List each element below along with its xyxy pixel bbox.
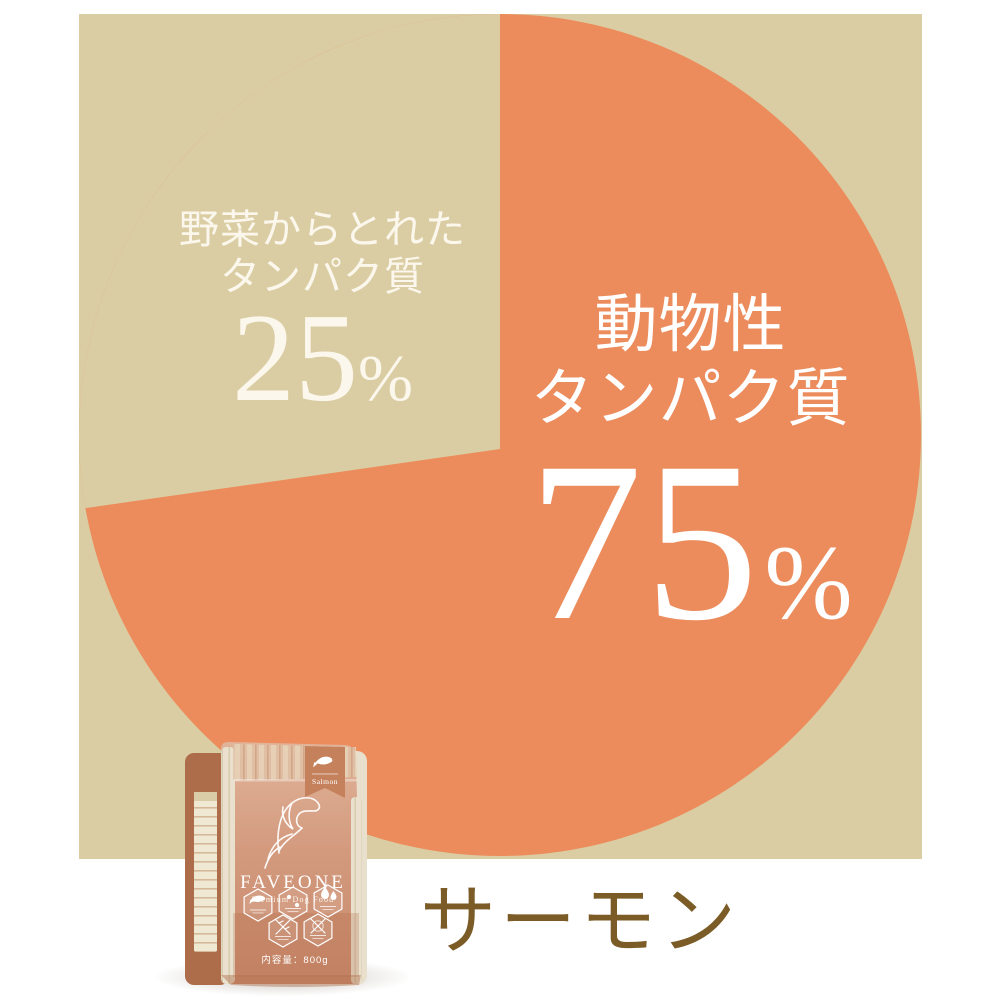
fish-badge-icon [249, 895, 266, 904]
vegetable-percent-value: 25 [232, 289, 358, 429]
animal-label-line1: 動物性 [594, 290, 787, 360]
vegetable-label-line1: 野菜からとれた [179, 208, 466, 252]
net-weight-label: 内容量：800g [261, 954, 328, 966]
vegetable-protein-label: 野菜からとれた タンパク質 25 % [150, 207, 495, 429]
flavor-ribbon: Salmon [305, 746, 345, 798]
brand-name: FAVEONE [240, 872, 346, 893]
ribbon-label: Salmon [312, 777, 338, 786]
dog-food-bag: Salmon FAVEONE Premium Dog Food [185, 741, 367, 987]
fish-badge [243, 888, 273, 922]
ribbon-shape [305, 746, 345, 798]
vegetable-percent: 25 % [150, 289, 495, 429]
product-package: Salmon FAVEONE Premium Dog Food [175, 737, 375, 989]
drops-badge-icon [321, 887, 329, 899]
vegetable-percent-unit: % [358, 342, 413, 416]
bag-top-highlight [233, 779, 357, 782]
bag-right-edge-strip [351, 797, 362, 984]
bag-bottom-fold [221, 975, 361, 987]
badge-hexagons [243, 884, 343, 948]
no-additives-badge [303, 913, 333, 947]
animal-protein-label: 動物性 タンパク質 75 % [498, 288, 883, 668]
grain-free-badge [268, 914, 298, 948]
bag-front-panel [221, 741, 362, 984]
salmon-fish-icon [313, 756, 333, 768]
percent-badge-icon [286, 894, 292, 900]
dog-logo-icon [264, 796, 321, 869]
vegetable-label-line2: タンパク質 [220, 255, 425, 300]
badge-icons [249, 887, 337, 940]
badge-band [233, 913, 359, 977]
animal-label-line2: タンパク質 [530, 364, 851, 435]
pie-slice-vegetable-protein [79, 14, 501, 509]
animal-percent: 75 % [498, 415, 883, 668]
nutrient-drops-badge [313, 884, 343, 918]
animal-percent-unit: % [764, 523, 853, 641]
animal-percent-value: 75 [528, 415, 761, 668]
bag-nutrition-label [194, 792, 217, 952]
bag-seal-strip [221, 747, 235, 984]
flavor-title: サーモン [420, 879, 740, 964]
bag-nutrition-label-header [194, 792, 217, 801]
badge-cross-icons [275, 918, 326, 935]
brand-tagline: Premium Dog Food [252, 895, 335, 904]
protein-percent-badge [278, 886, 308, 920]
